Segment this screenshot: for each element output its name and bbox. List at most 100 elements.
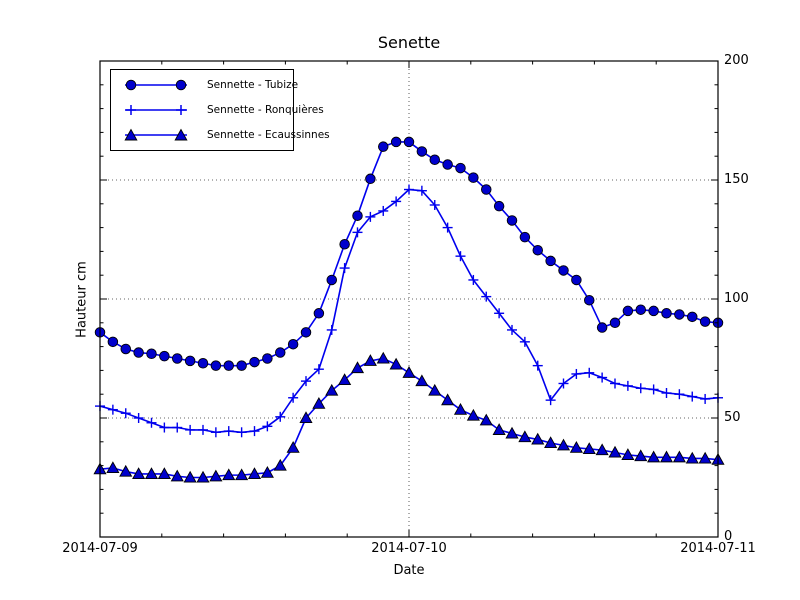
data-point-triangle — [479, 413, 493, 426]
data-point-triangle — [466, 408, 480, 421]
data-point-triangle — [505, 426, 519, 439]
y-tick-label: 0 — [724, 529, 733, 544]
data-point-circle — [635, 304, 647, 315]
data-point-triangle — [196, 470, 210, 483]
data-point-triangle — [659, 450, 674, 463]
data-point-triangle — [144, 467, 159, 479]
data-point-circle — [120, 343, 131, 355]
y-axis-label: Hauteur cm — [74, 261, 90, 338]
data-point-triangle — [170, 469, 184, 482]
data-point-triangle — [273, 458, 287, 471]
data-point-circle — [416, 146, 428, 157]
data-point-triangle — [338, 373, 352, 385]
data-point-triangle — [106, 461, 120, 474]
data-point-circle — [171, 353, 183, 364]
data-point-triangle — [376, 351, 390, 364]
data-point-triangle — [183, 470, 197, 483]
data-point-triangle — [157, 467, 171, 479]
data-point-circle — [107, 336, 119, 348]
data-point-triangle — [608, 445, 622, 458]
data-point-circle — [648, 305, 659, 317]
data-point-triangle — [569, 441, 583, 453]
data-point-triangle — [621, 448, 635, 460]
data-point-triangle — [441, 393, 455, 406]
data-point-triangle — [260, 466, 274, 478]
legend-label: Sennette - Ronquières — [207, 103, 324, 116]
data-point-triangle — [595, 443, 609, 456]
data-point-triangle — [672, 450, 686, 463]
data-point-circle — [429, 154, 441, 166]
data-point-triangle — [492, 423, 506, 435]
data-point-circle — [133, 347, 144, 358]
triangle-marker-icon — [124, 128, 188, 141]
x-tick-label: 2014-07-11 — [680, 541, 756, 556]
data-point-triangle — [556, 438, 571, 451]
data-point-circle — [674, 309, 685, 320]
data-point-circle — [558, 265, 569, 276]
data-point-circle — [236, 360, 247, 371]
x-tick-label: 2014-07-09 — [62, 541, 138, 556]
data-point-circle — [519, 231, 531, 243]
legend-entry-tubize: Sennette - Tubize — [119, 73, 298, 97]
data-point-triangle — [235, 468, 249, 481]
data-point-circle — [532, 244, 544, 256]
data-point-circle — [699, 316, 711, 327]
data-point-circle — [493, 200, 505, 212]
data-point-triangle — [402, 366, 416, 378]
data-point-triangle — [698, 451, 712, 464]
legend-label: Sennette - Ecaussinnes — [207, 128, 330, 141]
data-point-triangle — [389, 357, 403, 370]
data-point-triangle — [350, 361, 365, 374]
y-tick-label: 100 — [724, 291, 749, 306]
x-tick-label: 2014-07-10 — [371, 541, 447, 556]
data-point-circle — [687, 311, 698, 323]
data-point-triangle — [325, 383, 339, 396]
plus-marker-icon — [125, 104, 187, 115]
data-point-circle — [506, 215, 518, 226]
circle-marker-icon — [125, 80, 187, 91]
y-tick-label: 150 — [724, 172, 749, 187]
data-point-circle — [275, 347, 286, 358]
data-point-circle — [545, 255, 556, 267]
data-point-circle — [352, 210, 363, 221]
data-point-triangle — [428, 383, 442, 396]
data-point-circle — [326, 274, 338, 286]
data-point-triangle — [634, 449, 648, 462]
chart-title: Senette — [377, 33, 441, 52]
data-point-circle — [223, 360, 234, 371]
data-point-circle — [622, 305, 634, 317]
data-point-triangle — [312, 396, 326, 409]
data-point-circle — [365, 173, 376, 185]
data-point-triangle — [582, 442, 596, 454]
data-point-circle — [455, 162, 466, 174]
data-point-triangle — [299, 411, 313, 424]
data-point-circle — [197, 358, 209, 369]
legend: Sennette - Tubize Sennette - Ronquières … — [110, 69, 330, 151]
data-point-circle — [584, 294, 595, 306]
data-point-circle — [596, 322, 608, 333]
y-tick-label: 200 — [724, 53, 749, 68]
data-point-circle — [159, 350, 170, 362]
data-point-circle — [300, 327, 312, 338]
data-point-triangle — [286, 441, 300, 453]
data-point-triangle — [415, 374, 429, 387]
data-point-circle — [146, 348, 157, 359]
data-point-circle — [378, 141, 389, 152]
data-point-circle — [210, 360, 222, 371]
data-point-triangle — [363, 354, 377, 366]
data-point-circle — [403, 136, 415, 148]
data-point-triangle — [647, 450, 661, 463]
data-point-circle — [262, 353, 273, 364]
data-point-circle — [184, 355, 196, 367]
legend-label: Sennette - Tubize — [207, 79, 299, 92]
data-point-triangle — [453, 402, 468, 415]
data-point-triangle — [544, 436, 558, 449]
y-tick-label: 50 — [724, 410, 741, 425]
data-point-circle — [442, 159, 453, 170]
data-point-triangle — [119, 464, 133, 477]
data-point-circle — [339, 239, 350, 250]
legend-entry-ronquieres: Sennette - Ronquières — [119, 98, 324, 122]
x-axis-label: Date — [393, 563, 425, 578]
data-point-triangle — [132, 467, 146, 479]
